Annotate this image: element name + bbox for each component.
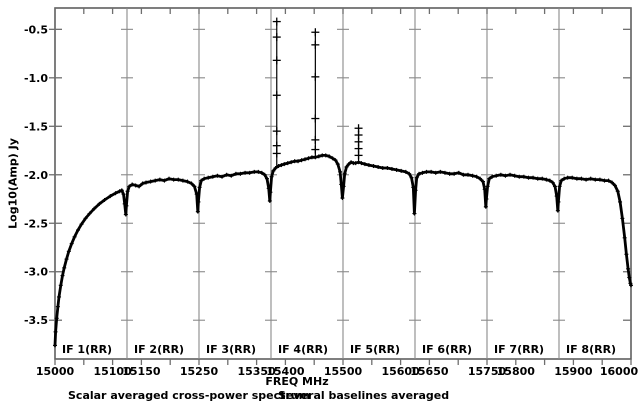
if-panel-label: IF 4(RR) (278, 343, 328, 356)
x-tick-label: 15500 (324, 365, 363, 378)
y-tick-label: -2.5 (24, 217, 48, 230)
if-panel-label: IF 8(RR) (566, 343, 616, 356)
if-panel-label: IF 1(RR) (62, 343, 112, 356)
x-tick-label: 15800 (497, 365, 536, 378)
if-panel-label: IF 3(RR) (206, 343, 256, 356)
x-tick-label: 15250 (180, 365, 219, 378)
x-tick-label: 15150 (122, 365, 161, 378)
x-tick-label: 15750 (468, 365, 507, 378)
x-tick-label: 16000 (600, 365, 639, 378)
y-tick-label: -2.0 (24, 169, 48, 182)
x-tick-label: 15350 (237, 365, 276, 378)
caption-baselines-averaged: Several baselines averaged (278, 389, 450, 402)
y-tick-label: -1.5 (24, 120, 48, 133)
if-panel-label: IF 5(RR) (350, 343, 400, 356)
x-tick-label: 15600 (381, 365, 420, 378)
x-tick-label: 15100 (93, 365, 132, 378)
x-axis-title: FREQ MHz (265, 375, 329, 388)
y-axis-title: Log10(Amp) Jy (6, 138, 20, 229)
if-panel-label: IF 6(RR) (422, 343, 472, 356)
data-curve (53, 153, 633, 347)
if-panel-label: IF 2(RR) (134, 343, 184, 356)
y-tick-label: -0.5 (24, 23, 48, 36)
caption-scalar-averaged: Scalar averaged cross-power spectrum (68, 389, 311, 402)
x-tick-label: 15400 (266, 365, 305, 378)
y-tick-label: -1.0 (24, 72, 48, 85)
x-tick-label: 15000 (36, 365, 75, 378)
y-tick-label: -3.0 (24, 266, 48, 279)
y-tick-label: -3.5 (24, 314, 48, 327)
if-panel-label: IF 7(RR) (494, 343, 544, 356)
x-tick-label: 15900 (554, 365, 593, 378)
x-tick-label: 15650 (410, 365, 449, 378)
